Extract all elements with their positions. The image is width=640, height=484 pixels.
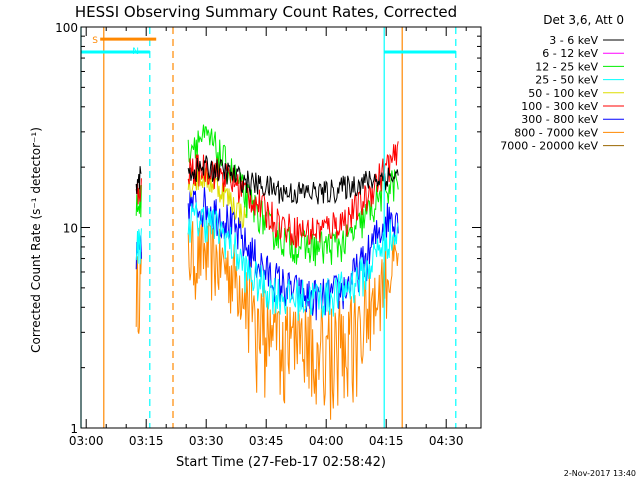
y-tick-label: 100 [55,21,78,35]
legend-label: 6 - 12 keV [542,47,598,60]
x-tick-label: 03:45 [249,434,284,448]
legend-label: 50 - 100 keV [528,87,598,100]
series-line-12-25-kev-seg2 [187,124,399,267]
series-line-50-100-kev-seg2 [187,166,247,229]
x-tick-label: 04:30 [429,434,464,448]
y-tick-label: 1 [70,422,78,436]
y-tick-label: 10 [63,222,78,236]
legend-label: 3 - 6 keV [549,34,598,47]
legend-label: 300 - 800 keV [521,113,598,126]
y-axis-label: Corrected Count Rate (s⁻¹ detector⁻¹) [29,127,43,353]
annotation-label-s: S [92,36,98,46]
legend-label: 800 - 7000 keV [514,126,598,139]
legend-label: 7000 - 20000 keV [500,140,598,153]
footer-date: 2-Nov-2017 13:40 [564,469,636,478]
series-line-300-800-kev-seg2 [187,187,399,321]
series-line-3-6-kev-seg2 [187,155,399,205]
x-tick-label: 04:00 [309,434,344,448]
legend-label: 100 - 300 keV [521,100,598,113]
x-tick-label: 04:15 [369,434,404,448]
annotation-label-n: N [132,47,139,57]
x-tick-label: 03:00 [69,434,104,448]
series-line-12-25-kev-seg1 [135,184,142,218]
legend-label: 12 - 25 keV [535,60,598,73]
plot-area: SN [80,27,457,428]
series-line-25-50-kev-seg2 [187,202,399,321]
x-tick-label: 03:30 [189,434,224,448]
legend-header: Det 3,6, Att 0 [543,13,624,27]
axes: 03:00 03:15 03:30 03:45 04:00 04:15 04:30 1 10 10… [55,21,482,448]
series-line-100-300-kev-seg2 [187,141,399,248]
series-line-25-50-kev-seg1 [135,228,142,265]
series-line-800-7000-kev-seg2 [187,221,399,420]
x-axis-label: Start Time (27-Feb-17 02:58:42) [176,455,386,470]
x-tick-label: 03:15 [129,434,164,448]
chart-title: HESSI Observing Summary Count Rates, Cor… [75,3,457,21]
legend-label: 25 - 50 keV [535,74,598,87]
series-line-3-6-kev-seg1 [135,166,142,195]
series-line-800-7000-kev-seg1 [135,252,142,334]
